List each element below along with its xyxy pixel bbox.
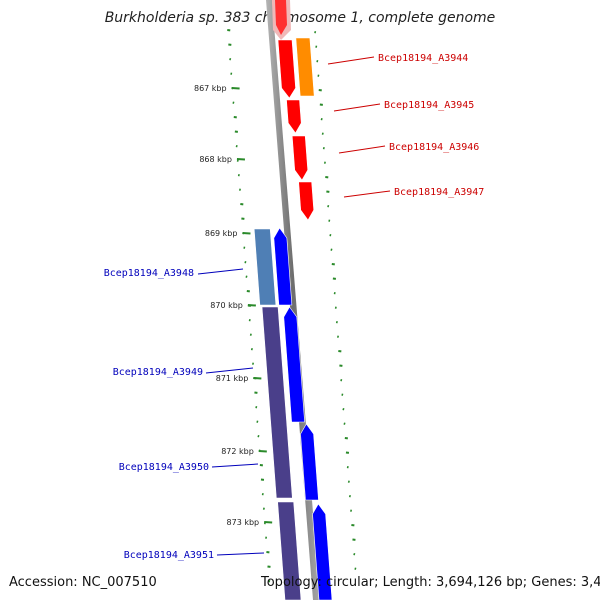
scale-tick-mark xyxy=(247,304,256,307)
scale-tick-label: 869 kbp xyxy=(205,229,238,238)
gene-leader-line xyxy=(205,367,254,374)
gene-leader-line xyxy=(327,56,375,65)
gene-track xyxy=(272,0,333,600)
gene-arrow-a3945[interactable] xyxy=(286,99,302,134)
genome-summary: Topology: circular; Length: 3,694,126 bp… xyxy=(261,575,600,590)
scale-tick-mark xyxy=(236,158,245,161)
gene-arrow-a3946[interactable] xyxy=(291,135,309,181)
scale-tick-label: 870 kbp xyxy=(210,301,243,310)
partial-gene-arrow-core xyxy=(275,0,287,35)
label-layer: 867 kbp 868 kbp 869 kbp 870 kbp 871 kbp 872 k… xyxy=(104,53,485,561)
scale-tick-mark xyxy=(231,87,240,90)
gene-label[interactable]: Bcep18194_A3949 xyxy=(113,367,203,378)
gene-label[interactable]: Bcep18194_A3950 xyxy=(119,462,209,473)
scale-tick-mark xyxy=(242,232,251,235)
gene-label[interactable]: Bcep18194_A3947 xyxy=(394,187,484,198)
scale-tick-label: 872 kbp xyxy=(221,447,254,456)
scale-tick-label: 867 kbp xyxy=(194,84,227,93)
gene-arrow-a3950[interactable] xyxy=(300,423,319,501)
cds-bar-a3949-a3950[interactable] xyxy=(261,306,293,499)
gene-leader-line xyxy=(216,552,265,556)
gc-skew-track xyxy=(227,29,357,583)
gene-leader-line xyxy=(211,463,259,468)
gene-leader-line xyxy=(343,190,391,198)
scale-tick-mark xyxy=(258,450,267,453)
gene-label[interactable]: Bcep18194_A3948 xyxy=(104,268,194,279)
cds-bar-a3951[interactable] xyxy=(277,501,302,600)
scale-tick-label: 868 kbp xyxy=(199,155,232,164)
gene-label[interactable]: Bcep18194_A3945 xyxy=(384,100,474,111)
gene-arrow-a3948[interactable] xyxy=(273,227,293,306)
gene-arrow-a3949[interactable] xyxy=(283,306,305,423)
cds-track xyxy=(253,37,315,600)
scale-tick-label: 873 kbp xyxy=(227,518,260,527)
gene-label[interactable]: Bcep18194_A3944 xyxy=(378,53,468,64)
gene-arrow-a3951[interactable] xyxy=(312,503,333,600)
map-title: Burkholderia sp. 383 chromosome 1, compl… xyxy=(104,10,496,26)
gene-leader-line xyxy=(197,268,244,275)
gene-arrow-a3944[interactable] xyxy=(277,39,296,99)
scale-tick-label: 871 kbp xyxy=(216,374,249,383)
cds-bar-a3948[interactable] xyxy=(253,228,277,306)
gene-leader-line xyxy=(333,103,381,112)
scale-tick-mark xyxy=(264,521,273,524)
scale-tick-mark xyxy=(253,377,262,380)
gene-label[interactable]: Bcep18194_A3951 xyxy=(124,550,214,561)
cds-bar-a3944[interactable] xyxy=(295,37,315,97)
gene-arrow-a3947[interactable] xyxy=(298,181,315,221)
accession-label: Accession: NC_007510 xyxy=(9,575,157,590)
gene-label[interactable]: Bcep18194_A3946 xyxy=(389,142,479,153)
gene-leader-line xyxy=(338,145,386,154)
